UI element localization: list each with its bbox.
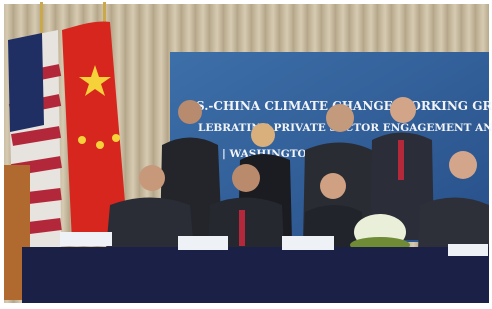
table	[22, 247, 489, 303]
page: S.-CHINA CLIMATE CHANGE WORKING GROUP LE…	[0, 0, 492, 309]
photo: S.-CHINA CLIMATE CHANGE WORKING GROUP LE…	[0, 0, 492, 309]
